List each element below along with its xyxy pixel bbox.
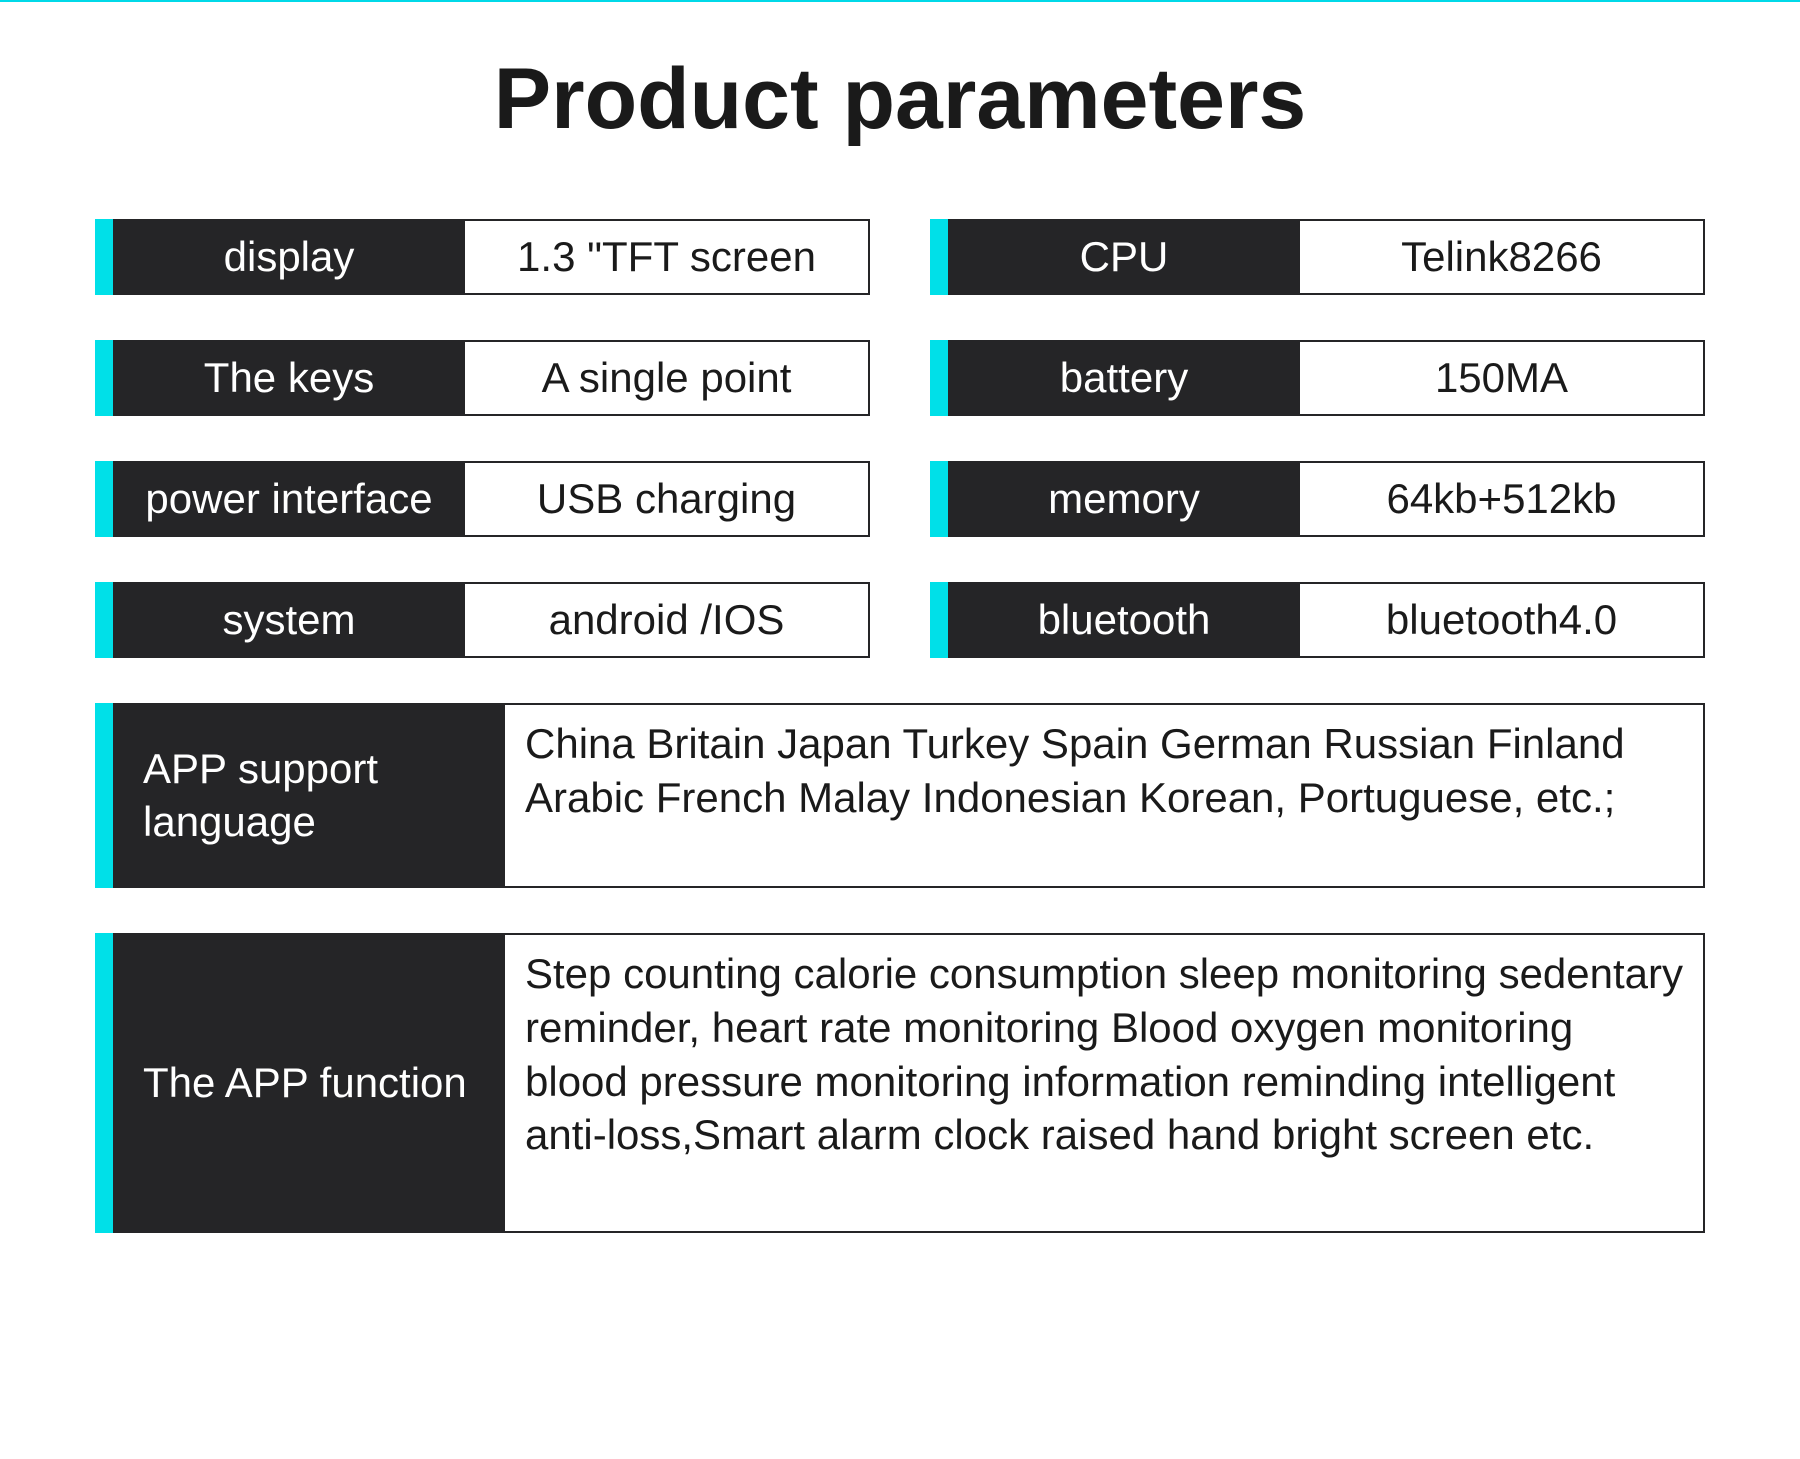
accent-bar [930, 340, 948, 416]
spec-value: 150MA [1300, 340, 1705, 416]
accent-bar [95, 461, 113, 537]
spec-row-display: display 1.3 "TFT screen [95, 219, 870, 295]
accent-bar [95, 582, 113, 658]
spec-row-power: power interface USB charging [95, 461, 870, 537]
accent-bar [95, 219, 113, 295]
spec-row-bluetooth: bluetooth bluetooth4.0 [930, 582, 1705, 658]
accent-bar [95, 703, 113, 888]
spec-label: CPU [948, 219, 1300, 295]
accent-bar [95, 933, 113, 1233]
spec-row-battery: battery 150MA [930, 340, 1705, 416]
spec-row-function: The APP function Step counting calorie c… [95, 933, 1705, 1233]
spec-label: APP support language [113, 703, 505, 888]
accent-bar [930, 461, 948, 537]
spec-row-language: APP support language China Britain Japan… [95, 703, 1705, 888]
spec-row-memory: memory 64kb+512kb [930, 461, 1705, 537]
spec-label: display [113, 219, 465, 295]
accent-bar [930, 582, 948, 658]
spec-row-system: system android /IOS [95, 582, 870, 658]
spec-label: memory [948, 461, 1300, 537]
spec-row-keys: The keys A single point [95, 340, 870, 416]
spec-grid: display 1.3 "TFT screen The keys A singl… [95, 219, 1705, 658]
spec-value: A single point [465, 340, 870, 416]
spec-value: China Britain Japan Turkey Spain German … [505, 703, 1705, 888]
spec-label: power interface [113, 461, 465, 537]
spec-value: android /IOS [465, 582, 870, 658]
spec-value: bluetooth4.0 [1300, 582, 1705, 658]
spec-row-cpu: CPU Telink8266 [930, 219, 1705, 295]
spec-label: system [113, 582, 465, 658]
spec-label: The keys [113, 340, 465, 416]
content-container: Product parameters display 1.3 "TFT scre… [0, 2, 1800, 1233]
left-column: display 1.3 "TFT screen The keys A singl… [95, 219, 870, 658]
spec-value: Step counting calorie consumption sleep … [505, 933, 1705, 1233]
page-title: Product parameters [95, 50, 1705, 149]
spec-label: battery [948, 340, 1300, 416]
spec-value: 64kb+512kb [1300, 461, 1705, 537]
spec-value: USB charging [465, 461, 870, 537]
accent-bar [930, 219, 948, 295]
spec-label: The APP function [113, 933, 505, 1233]
spec-value: Telink8266 [1300, 219, 1705, 295]
accent-bar [95, 340, 113, 416]
right-column: CPU Telink8266 battery 150MA memory 64kb… [930, 219, 1705, 658]
spec-label: bluetooth [948, 582, 1300, 658]
spec-value: 1.3 "TFT screen [465, 219, 870, 295]
